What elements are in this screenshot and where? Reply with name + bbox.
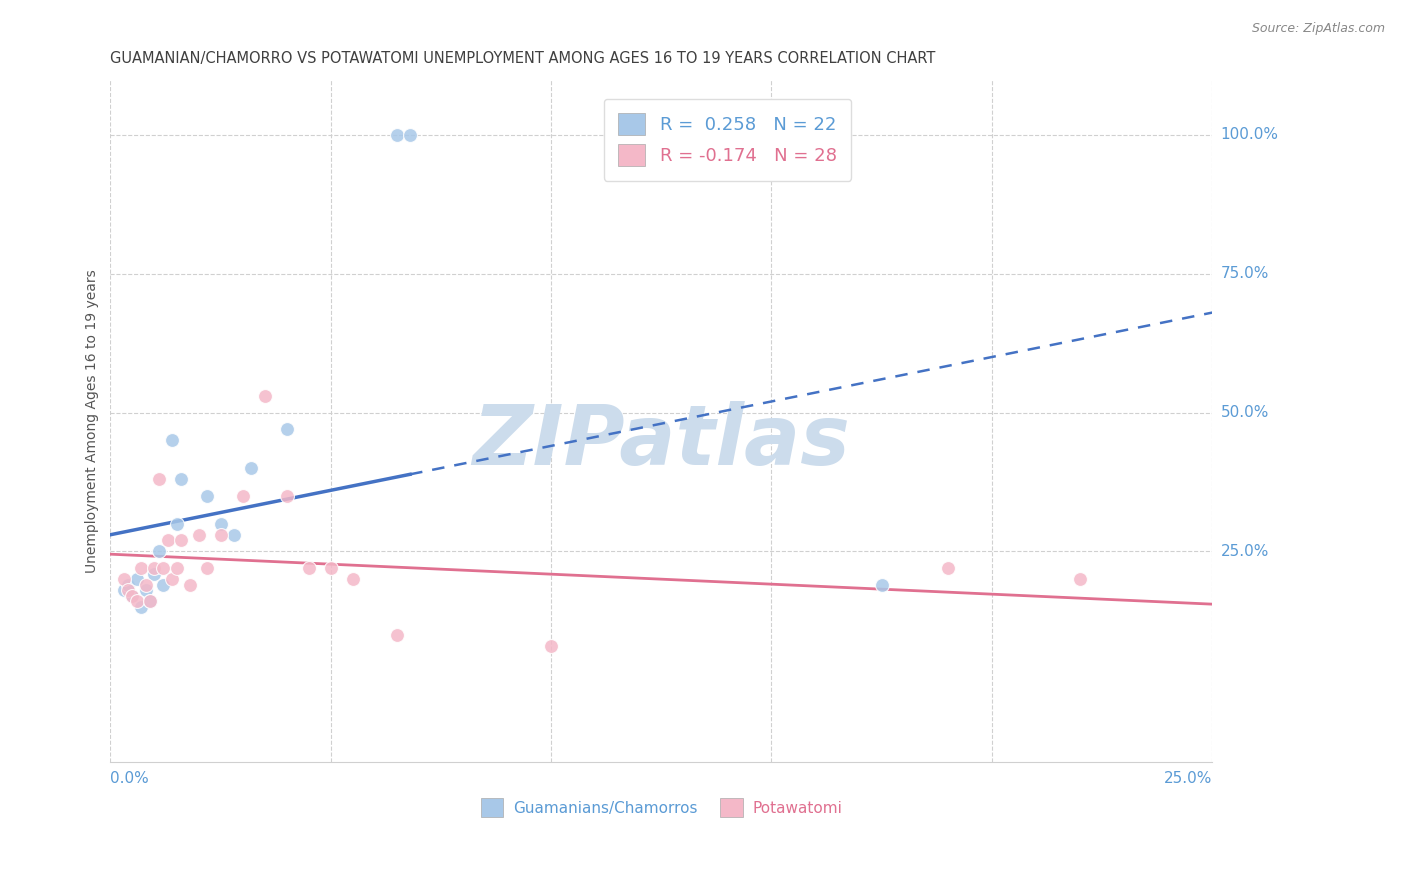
Point bbox=[170, 472, 193, 486]
Point bbox=[112, 583, 135, 598]
Point bbox=[342, 572, 364, 586]
Point bbox=[139, 594, 162, 608]
Point bbox=[148, 472, 170, 486]
Y-axis label: Unemployment Among Ages 16 to 19 years: Unemployment Among Ages 16 to 19 years bbox=[86, 269, 100, 573]
Point bbox=[399, 128, 422, 142]
Point bbox=[187, 527, 209, 541]
Point bbox=[129, 599, 152, 614]
Point bbox=[121, 589, 143, 603]
Text: 75.0%: 75.0% bbox=[1220, 266, 1268, 281]
Point bbox=[135, 583, 157, 598]
Point bbox=[240, 461, 263, 475]
Point bbox=[298, 561, 321, 575]
Point bbox=[139, 594, 162, 608]
Point bbox=[152, 561, 174, 575]
Point bbox=[143, 561, 166, 575]
Point bbox=[160, 572, 183, 586]
Point bbox=[166, 516, 188, 531]
Text: 50.0%: 50.0% bbox=[1220, 405, 1268, 420]
Point bbox=[672, 128, 695, 142]
Point bbox=[209, 516, 232, 531]
Point bbox=[152, 578, 174, 592]
Point bbox=[129, 561, 152, 575]
Point bbox=[121, 589, 143, 603]
Point bbox=[209, 527, 232, 541]
Point bbox=[166, 561, 188, 575]
Text: ZIPatlas: ZIPatlas bbox=[472, 401, 851, 482]
Point bbox=[276, 489, 298, 503]
Point bbox=[232, 489, 254, 503]
Text: 25.0%: 25.0% bbox=[1164, 771, 1212, 786]
Point bbox=[170, 533, 193, 548]
Point bbox=[156, 533, 179, 548]
Point bbox=[160, 434, 183, 448]
Point bbox=[117, 578, 139, 592]
Text: GUAMANIAN/CHAMORRO VS POTAWATOMI UNEMPLOYMENT AMONG AGES 16 TO 19 YEARS CORRELAT: GUAMANIAN/CHAMORRO VS POTAWATOMI UNEMPLO… bbox=[111, 51, 936, 66]
Point bbox=[540, 639, 562, 653]
Point bbox=[148, 544, 170, 558]
Point bbox=[385, 128, 408, 142]
Text: Source: ZipAtlas.com: Source: ZipAtlas.com bbox=[1251, 22, 1385, 36]
Point bbox=[385, 628, 408, 642]
Point bbox=[179, 578, 201, 592]
Point bbox=[936, 561, 959, 575]
Point bbox=[112, 572, 135, 586]
Point bbox=[276, 422, 298, 436]
Text: 25.0%: 25.0% bbox=[1220, 544, 1268, 559]
Point bbox=[143, 566, 166, 581]
Point bbox=[870, 578, 893, 592]
Text: 0.0%: 0.0% bbox=[111, 771, 149, 786]
Point bbox=[195, 489, 218, 503]
Point bbox=[135, 578, 157, 592]
Point bbox=[125, 572, 148, 586]
Point bbox=[117, 583, 139, 598]
Text: 100.0%: 100.0% bbox=[1220, 128, 1278, 143]
Point bbox=[125, 594, 148, 608]
Point bbox=[319, 561, 342, 575]
Point bbox=[253, 389, 276, 403]
Point bbox=[195, 561, 218, 575]
Point bbox=[222, 527, 245, 541]
Legend: Guamanians/Chamorros, Potawatomi: Guamanians/Chamorros, Potawatomi bbox=[474, 792, 848, 823]
Point bbox=[1069, 572, 1091, 586]
